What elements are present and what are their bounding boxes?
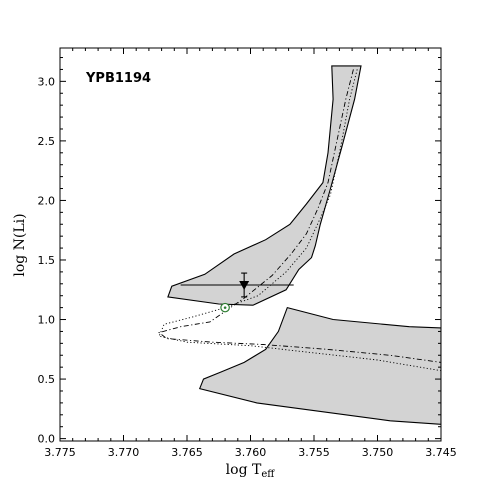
x-axis-title-subscript: eff (261, 469, 275, 480)
y-tick-label: 0.0 (38, 433, 56, 446)
x-tick-label: 3.765 (171, 446, 203, 459)
y-tick-label: 2.5 (38, 135, 56, 148)
sun-marker-center (223, 306, 227, 309)
star-name-annotation: YPB1194 (85, 71, 151, 86)
plot-area (158, 65, 441, 425)
x-tick-label: 3.755 (298, 446, 330, 459)
x-axis-title-main: log T (226, 462, 262, 478)
y-axis-title: log N(Li) (12, 213, 28, 276)
observed-point-marker (239, 280, 250, 290)
x-tick-label: 3.745 (425, 446, 457, 459)
x-tick-label: 3.770 (108, 446, 140, 459)
upper-band (167, 65, 362, 306)
x-tick-label: 3.750 (362, 446, 394, 459)
y-tick-label: 3.0 (38, 75, 56, 88)
x-tick-label: 3.775 (44, 446, 76, 459)
y-tick-label: 2.0 (38, 194, 56, 207)
x-axis-title: log Teff (226, 462, 276, 480)
axes-ticks: 3.775 3.770 3.765 3.760 3.755 3.750 3.745 0.0 0.… (38, 48, 457, 459)
lower-band (198, 306, 441, 425)
y-tick-label: 1.0 (38, 314, 56, 327)
x-tick-label: 3.760 (235, 446, 267, 459)
y-tick-label: 1.5 (38, 254, 56, 267)
plot-content (158, 65, 441, 425)
y-tick-label: 0.5 (38, 373, 56, 386)
